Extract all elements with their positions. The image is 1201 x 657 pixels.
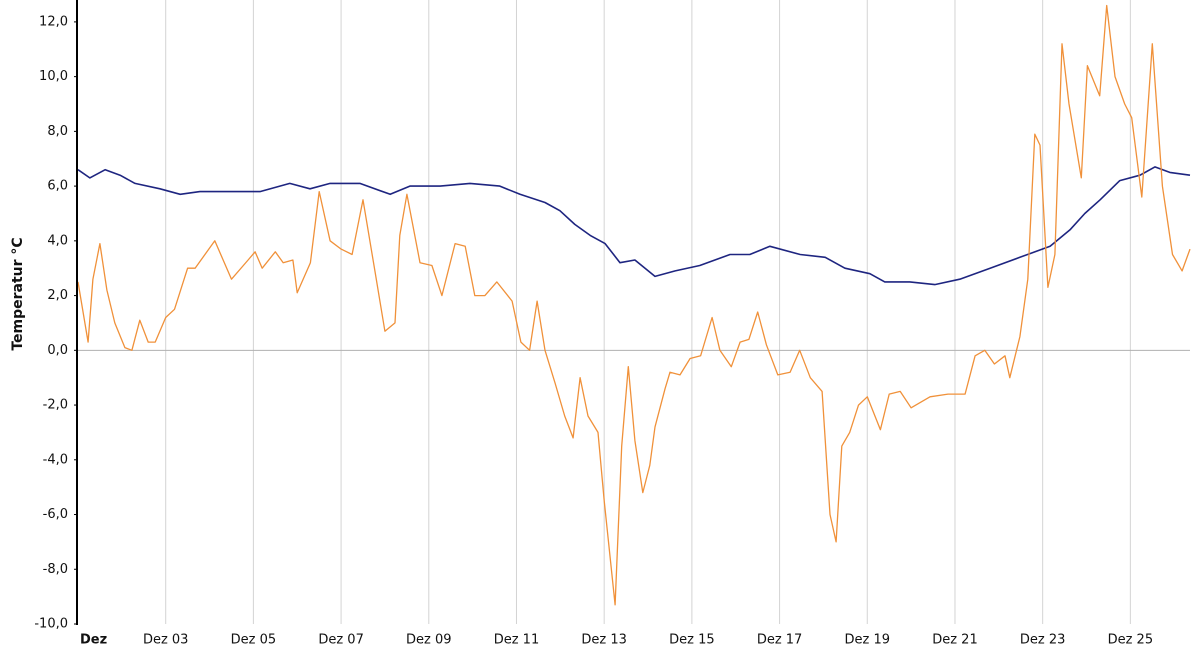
x-tick-label: Dez 17 bbox=[757, 633, 803, 648]
x-tick-label: Dez 05 bbox=[231, 633, 277, 648]
x-tick-label: Dez 13 bbox=[581, 633, 627, 648]
x-tick-label: Dez 09 bbox=[406, 633, 452, 648]
y-tick-label: -6,0 bbox=[43, 507, 68, 522]
y-tick-label: 0,0 bbox=[47, 343, 68, 358]
series-line bbox=[77, 4, 1191, 606]
y-tick-label: -10,0 bbox=[34, 617, 68, 632]
y-axis-label: Temperatur °C bbox=[10, 237, 26, 350]
x-tick-label: Dez 25 bbox=[1108, 633, 1154, 648]
y-tick-label: 2,0 bbox=[47, 288, 68, 303]
y-tick-label: 10,0 bbox=[39, 69, 68, 84]
x-tick-label: Dez 03 bbox=[143, 633, 189, 648]
x-tick-label: Dez 21 bbox=[932, 633, 978, 648]
series-line bbox=[77, 166, 1191, 286]
x-tick-label: Dez bbox=[80, 633, 107, 648]
x-tick-label: Dez 07 bbox=[318, 633, 364, 648]
y-tick-label: 8,0 bbox=[47, 124, 68, 139]
x-tick-label: Dez 11 bbox=[494, 633, 540, 648]
y-tick-label: -2,0 bbox=[43, 398, 68, 413]
y-tick-label: 12,0 bbox=[39, 14, 68, 29]
x-tick-label: Dez 23 bbox=[1020, 633, 1066, 648]
y-tick-label: 6,0 bbox=[47, 179, 68, 194]
x-tick-label: Dez 15 bbox=[669, 633, 715, 648]
y-tick-label: 4,0 bbox=[47, 233, 68, 248]
y-tick-label: -4,0 bbox=[43, 452, 68, 467]
y-tick-label: -8,0 bbox=[43, 562, 68, 577]
x-tick-label: Dez 19 bbox=[845, 633, 891, 648]
